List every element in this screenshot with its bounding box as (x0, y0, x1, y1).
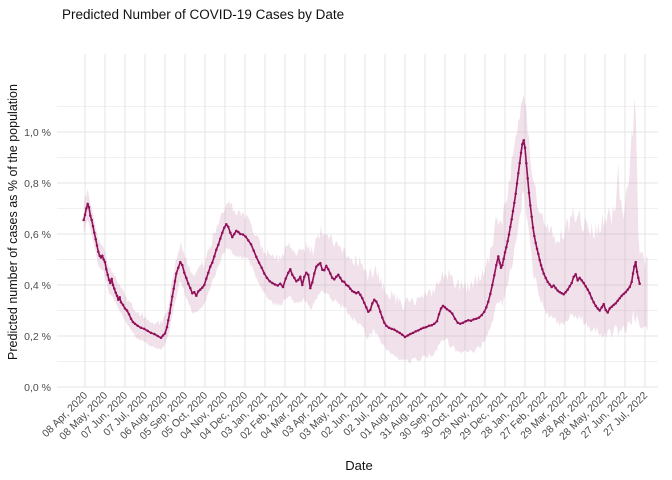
chart-title: Predicted Number of COVID-19 Cases by Da… (62, 7, 345, 22)
y-tick-label: 0,4 % (24, 280, 51, 292)
y-tick-label: 0,2 % (24, 331, 51, 343)
grid-major (57, 54, 658, 388)
y-tick-labels: 0,0 % 0,2 % 0,4 % 0,6 % 0,8 % 1,0 % (24, 127, 51, 394)
y-tick-label: 0,6 % (24, 229, 51, 241)
y-tick-label: 0,0 % (24, 382, 51, 394)
y-tick-label: 1,0 % (24, 127, 51, 139)
grid-minor (57, 106, 658, 362)
data-points (82, 138, 641, 340)
y-tick-label: 0,8 % (24, 178, 51, 190)
x-axis-title: Date (345, 458, 373, 473)
confidence-ribbon (83, 94, 648, 364)
